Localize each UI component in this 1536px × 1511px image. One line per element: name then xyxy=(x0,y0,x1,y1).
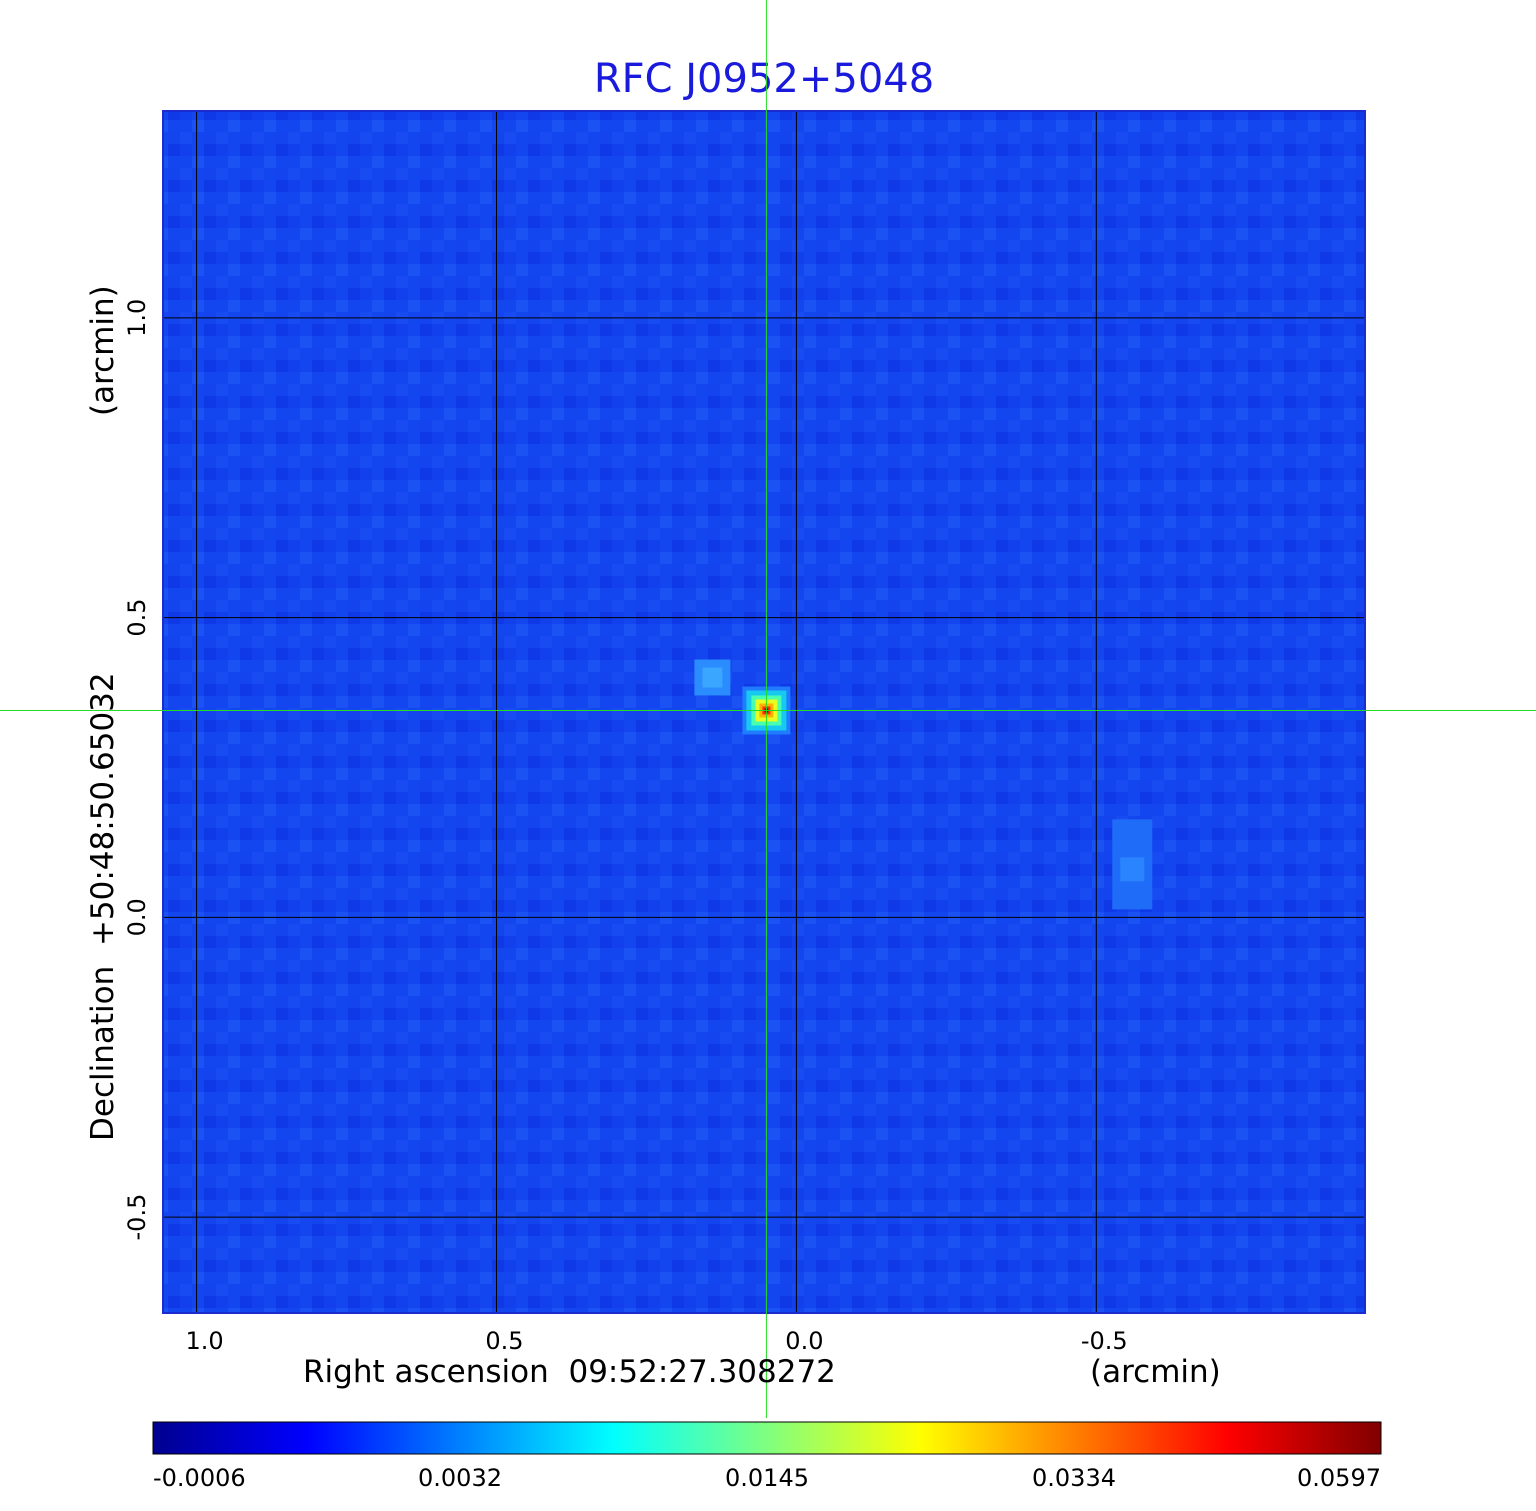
y-axis-label: Declination +50:48:50.65032 xyxy=(85,672,121,1141)
y-tick-label: -0.5 xyxy=(123,1194,151,1241)
colorbar-tick-label: 0.0145 xyxy=(725,1464,809,1492)
colorbar-tick-label: 0.0597 xyxy=(1297,1464,1381,1492)
plot-frame xyxy=(162,110,1366,1314)
colorbar-tick-label: 0.0334 xyxy=(1032,1464,1116,1492)
colorbar-tick-label: 0.0032 xyxy=(418,1464,502,1492)
feature-core xyxy=(702,667,723,688)
x-tick-label: 0.0 xyxy=(785,1327,823,1355)
colorbar-tick-label: -0.0006 xyxy=(153,1464,246,1492)
x-tick-label: 1.0 xyxy=(186,1327,224,1355)
y-tick-label: 1.0 xyxy=(123,299,151,337)
y-tick-label: 0.5 xyxy=(123,598,151,636)
y-tick-label: 0.0 xyxy=(123,898,151,936)
feature-0 xyxy=(694,659,731,696)
chart-title: RFC J0952+5048 xyxy=(594,56,934,102)
y-axis-unit: (arcmin) xyxy=(85,285,121,416)
x-tick-label: -0.5 xyxy=(1081,1327,1128,1355)
x-axis-label: Right ascension 09:52:27.308272 xyxy=(303,1354,836,1390)
x-axis-unit: (arcmin) xyxy=(1090,1354,1221,1390)
image-area xyxy=(163,111,1365,1313)
feature-1 xyxy=(1112,819,1153,910)
x-tick-label: 0.5 xyxy=(485,1327,523,1355)
feature-core xyxy=(1120,857,1145,882)
colorbar xyxy=(152,1421,1382,1455)
